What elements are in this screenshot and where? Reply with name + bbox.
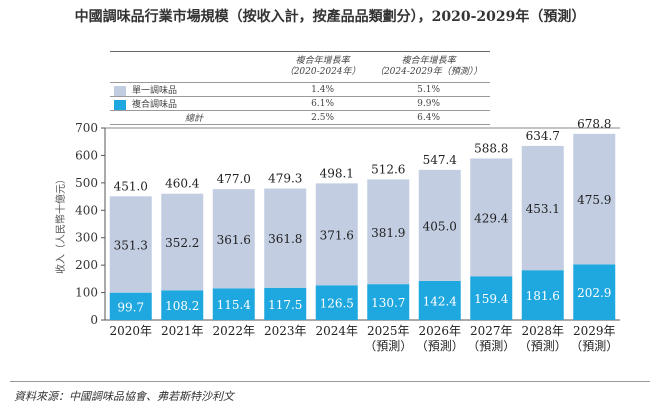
x-tick-label: （預測） (570, 339, 618, 353)
divider (10, 381, 650, 382)
table-header-row: 複合年增長率 （2020-2024年） 複合年增長率 （2024-2029年（預測… (110, 51, 490, 83)
data-label: 108.2 (165, 299, 199, 313)
bar-compound (521, 270, 564, 320)
total-label: 678.8 (577, 117, 611, 131)
total-label: 451.0 (114, 179, 148, 193)
bar-single (418, 169, 461, 281)
table-cell: 2.5% (278, 110, 368, 125)
table-cell: 6.1% (278, 96, 368, 111)
data-label: 371.6 (320, 228, 354, 242)
bar-compound (470, 276, 513, 320)
total-label: 477.0 (217, 172, 251, 186)
y-tick-label: 200 (75, 258, 98, 272)
data-label: 453.1 (526, 202, 560, 216)
y-tick-label: 700 (75, 121, 98, 135)
chart-title: 中國調味品行業市場規模（按收入計，按產品品類劃分），2020-2029年（預測） (74, 9, 586, 25)
total-label: 547.4 (423, 153, 458, 167)
bar-compound (109, 292, 152, 320)
data-label: 130.7 (371, 296, 405, 310)
x-tick-label: 2027年 (470, 324, 513, 338)
data-label: 117.5 (268, 298, 302, 312)
data-label: 159.4 (474, 292, 509, 306)
bar-single (470, 158, 513, 277)
bar-single (212, 189, 255, 289)
data-label: 99.7 (117, 300, 144, 314)
y-tick-label: 400 (75, 203, 98, 217)
y-axis-label: 收入（人民幣十億元） (54, 174, 67, 274)
data-label: 405.0 (423, 219, 457, 233)
x-tick-label: （預測） (467, 339, 515, 353)
bar-single (161, 193, 204, 291)
total-label: 498.1 (320, 166, 354, 180)
x-tick-label: （預測） (519, 339, 567, 353)
table-cell: 6.4% (367, 110, 490, 125)
header-cagr-1: 複合年增長率 （2020-2024年） (278, 51, 368, 83)
bar-compound (161, 290, 204, 320)
x-tick-label: （預測） (364, 339, 412, 353)
table-row: 複合調味品 6.1% 9.9% (110, 96, 490, 111)
y-tick-label: 100 (75, 286, 98, 300)
x-tick-label: 2028年 (521, 324, 564, 338)
y-tick-label: 300 (75, 231, 98, 245)
data-label: 361.8 (268, 232, 302, 246)
total-label: 479.3 (268, 172, 302, 186)
bar-single (573, 133, 616, 265)
bar-compound (367, 284, 410, 320)
data-label: 142.4 (423, 294, 458, 308)
table-cell: 1.4% (278, 82, 368, 97)
bar-compound (315, 285, 358, 320)
x-tick-label: （預測） (416, 339, 464, 353)
y-tick-label: 0 (90, 313, 98, 327)
legend-swatch-compound (114, 99, 126, 110)
x-tick-label: 2021年 (161, 324, 204, 338)
total-label: 總計 (110, 110, 278, 125)
table-row: 單一調味品 1.4% 5.1% (110, 82, 490, 97)
bar-single (521, 145, 564, 271)
data-label: 115.4 (217, 298, 252, 312)
cagr-table: 複合年增長率 （2020-2024年） 複合年增長率 （2024-2029年（預測… (110, 51, 490, 125)
bar-single (315, 183, 358, 286)
total-label: 512.6 (371, 162, 405, 176)
total-label: 588.8 (474, 142, 508, 156)
legend-label: 複合調味品 (132, 100, 178, 110)
x-tick-label: 2026年 (418, 324, 461, 338)
data-label: 352.2 (165, 236, 199, 250)
header-cagr-2: 複合年增長率 （2024-2029年（預測）） (367, 51, 490, 83)
data-label: 381.9 (371, 226, 405, 240)
x-tick-label: 2020年 (109, 324, 152, 338)
x-tick-label: 2023年 (264, 324, 307, 338)
data-label: 475.9 (577, 193, 611, 207)
stacked-bar-chart: 0 100 200 300 400 500 600 700 收入（人民幣十億元） 99.7 351.… (54, 117, 620, 353)
data-label: 202.9 (577, 286, 611, 300)
source-note: 資料來源：中國調味品協會、弗若斯特沙利文 (14, 390, 234, 403)
table-cell: 5.1% (367, 82, 490, 97)
bar-single (109, 196, 152, 293)
x-tick-label: 2022年 (212, 324, 255, 338)
y-tick-label: 600 (75, 148, 98, 162)
table-row: 總計 2.5% 6.4% (110, 110, 490, 125)
data-label: 361.6 (217, 233, 251, 247)
data-label: 429.4 (474, 211, 509, 225)
table-cell: 9.9% (367, 96, 490, 111)
bar-single (367, 179, 410, 285)
bar-compound (573, 264, 616, 320)
bar-compound (212, 288, 255, 320)
bar-compound (418, 280, 461, 320)
data-label: 181.6 (526, 289, 560, 303)
y-tick-label: 500 (75, 176, 98, 190)
legend-swatch-single (114, 85, 126, 96)
bar-compound (264, 287, 307, 320)
x-tick-label: 2029年 (573, 324, 616, 338)
data-label: 126.5 (320, 297, 354, 311)
bar-single (264, 188, 307, 288)
total-label: 460.4 (165, 177, 200, 191)
data-label: 351.3 (114, 238, 148, 252)
x-tick-label: 2025年 (367, 324, 410, 338)
x-tick-label: 2024年 (315, 324, 358, 338)
total-label: 634.7 (526, 129, 560, 143)
legend-label: 單一調味品 (132, 86, 178, 96)
